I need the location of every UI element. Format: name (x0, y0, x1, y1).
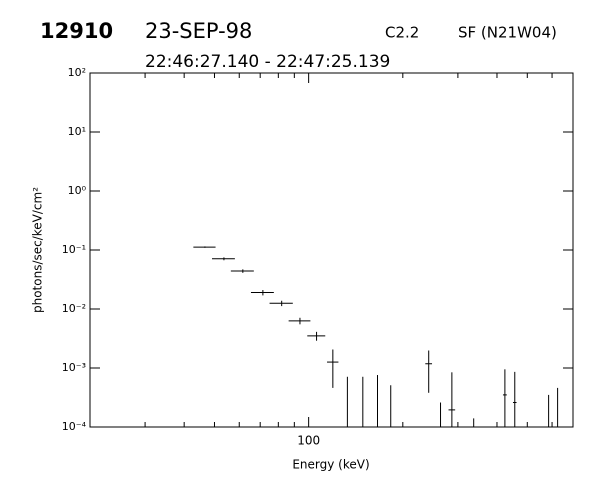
y-tick-label: 10² (68, 66, 86, 79)
y-tick-label: 10⁰ (68, 184, 87, 197)
plot-frame (89, 72, 574, 428)
x-axis-label: Energy (keV) (292, 458, 369, 472)
class: C2.2 (385, 24, 419, 42)
location: SF (N21W04) (458, 24, 557, 42)
x-tick-label: 100 (297, 434, 320, 448)
y-tick-label: 10⁻² (62, 302, 86, 315)
y-tick-label: 10⁻³ (62, 361, 86, 374)
y-axis-label: photons/sec/keV/cm² (31, 187, 45, 313)
y-tick-label: 10¹ (68, 125, 86, 138)
flare-id: 12910 (40, 19, 113, 43)
date: 23-SEP-98 (145, 19, 252, 43)
time-range: 22:46:27.140 - 22:47:25.139 (145, 52, 390, 72)
y-tick-label: 10⁻⁴ (62, 420, 87, 433)
y-tick-label: 10⁻¹ (62, 243, 86, 256)
